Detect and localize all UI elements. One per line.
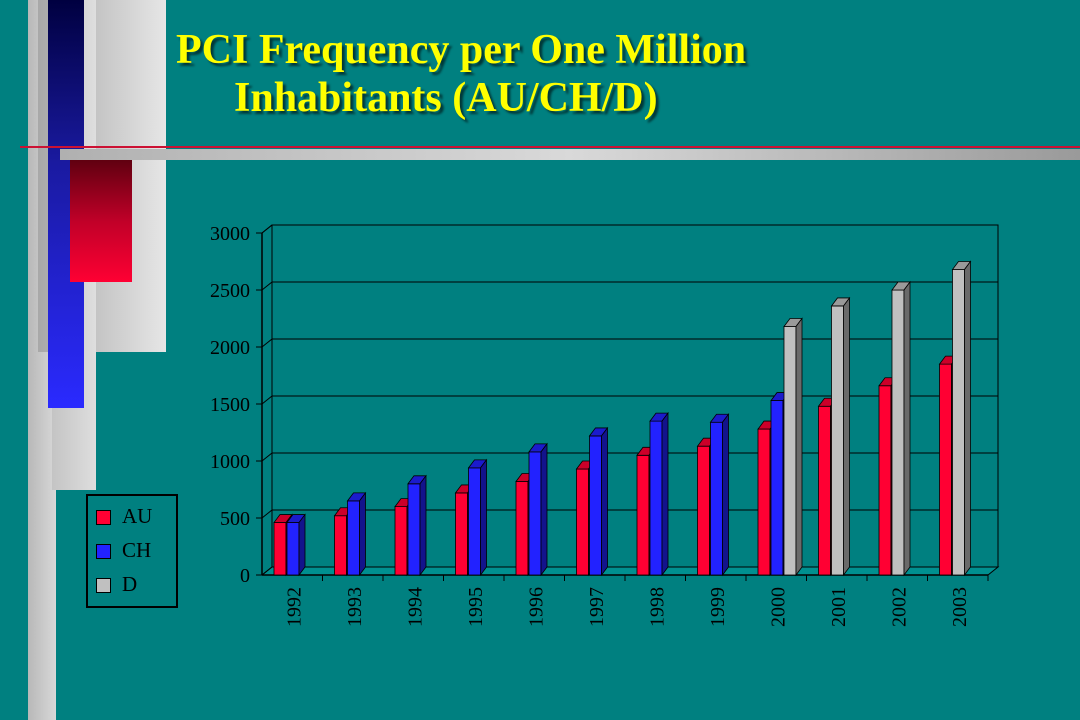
x-tick-label: 1995	[465, 587, 487, 627]
title-rule-grey	[60, 149, 1080, 160]
bar-ch-1994	[407, 474, 427, 577]
x-tick-label: 2003	[949, 587, 971, 627]
page-title: PCI Frequency per One Million Inhabitant…	[176, 26, 1056, 122]
bar-ch-1992	[286, 513, 306, 577]
x-tick-label: 2002	[888, 587, 910, 627]
bar-d-2000	[783, 317, 803, 577]
decor-bar-red	[70, 160, 132, 282]
title-line-2: Inhabitants (AU/CH/D)	[234, 75, 658, 121]
title-line-1: PCI Frequency per One Million	[176, 27, 747, 73]
bar-d-2001	[830, 296, 851, 577]
x-tick-label: 1992	[283, 587, 305, 627]
x-tick-label: 1999	[707, 587, 729, 627]
gridline	[261, 338, 998, 348]
legend-swatch-au	[96, 510, 111, 525]
legend-label-au: AU	[122, 504, 153, 528]
gridline	[261, 224, 998, 234]
bar-d-2003	[951, 260, 972, 577]
bar-ch-1999	[709, 413, 730, 577]
x-tick-label: 1997	[586, 587, 608, 627]
y-tick-label: 3000	[210, 223, 250, 245]
y-tick-label: 2500	[210, 280, 250, 302]
y-tick-label: 1500	[210, 394, 250, 416]
gridline	[261, 509, 998, 519]
y-tick-label: 500	[220, 508, 250, 530]
bar-ch-1993	[346, 491, 367, 577]
x-tick-label: 1993	[344, 587, 366, 627]
bar-d-2002	[891, 280, 911, 577]
x-tick-label: 1998	[646, 587, 668, 627]
legend-swatch-d	[96, 578, 111, 593]
legend-label-ch: CH	[122, 538, 152, 562]
bar-ch-1996	[528, 442, 548, 577]
legend-swatch-ch	[96, 544, 111, 559]
y-tick-label: 0	[240, 565, 250, 587]
x-tick-label: 1994	[404, 587, 426, 627]
x-tick-label: 2000	[767, 587, 789, 627]
chart-legend: AU CH D	[86, 494, 178, 608]
x-tick-label: 1996	[525, 587, 547, 627]
gridline	[261, 395, 998, 405]
y-tick-label: 2000	[210, 337, 250, 359]
bar-ch-1998	[649, 411, 669, 577]
gridline	[261, 281, 998, 291]
legend-label-d: D	[122, 572, 138, 596]
title-rule-red	[20, 146, 1080, 148]
gridline	[261, 566, 998, 576]
bar-ch-1995	[467, 458, 488, 577]
y-tick-label: 1000	[210, 451, 250, 473]
gridline	[261, 452, 998, 462]
bar-ch-1997	[588, 426, 609, 577]
x-tick-label: 2001	[828, 587, 850, 627]
